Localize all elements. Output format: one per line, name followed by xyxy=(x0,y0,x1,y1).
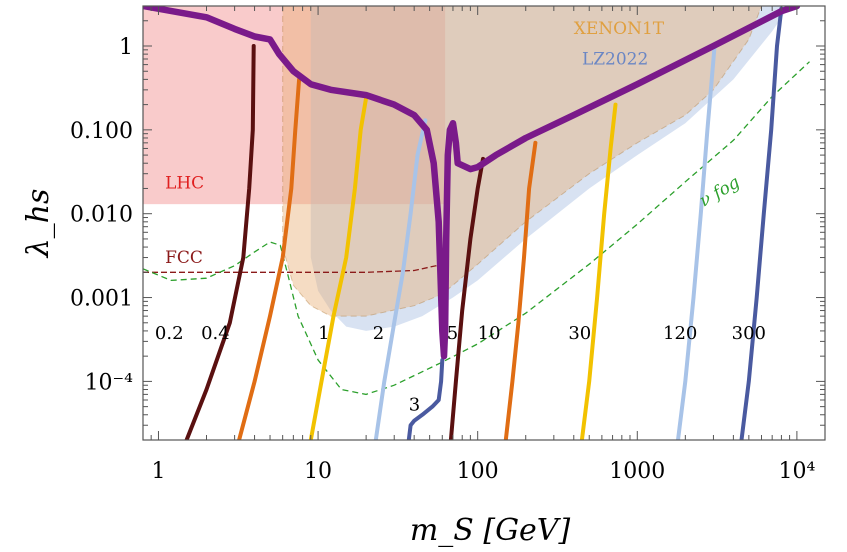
relic-density-curve xyxy=(143,6,801,360)
mass-curve-300 xyxy=(739,6,784,440)
mass-curve-0-2 xyxy=(184,44,256,440)
y-tick-label: 0.010 xyxy=(70,203,133,228)
y-tick-label: 0.001 xyxy=(70,287,133,312)
annotation-fcc: FCC xyxy=(165,248,203,268)
x-axis-title: m_S [GeV] xyxy=(410,513,571,548)
annotation-3: 3 xyxy=(409,394,420,415)
nu-fog-line xyxy=(143,61,810,396)
curves-layer xyxy=(143,6,810,440)
x-tick-label: 100 xyxy=(457,459,499,484)
annotation-xenon1t: XENON1T xyxy=(574,19,665,39)
y-tick-label: 1 xyxy=(119,35,133,60)
annotation-30: 30 xyxy=(568,323,591,344)
mass-curve-2 xyxy=(373,118,428,440)
mass-curve-5 xyxy=(448,156,485,440)
fcc-line xyxy=(143,251,446,273)
y-tick-label: 0.100 xyxy=(70,119,133,144)
mass-curve-30 xyxy=(579,102,618,440)
annotation-10: 10 xyxy=(478,323,501,344)
annotation-2: 2 xyxy=(373,323,384,344)
mass-curve-1 xyxy=(308,96,369,440)
mass-curve-0-4 xyxy=(237,77,302,440)
annotation-0-2: 0.2 xyxy=(155,323,184,344)
annotation-1: 1 xyxy=(318,323,329,344)
y-tick-label: 10⁻⁴ xyxy=(85,370,134,395)
plot-frame xyxy=(142,5,826,441)
region-lz2022 xyxy=(310,6,790,331)
annotation-0-4: 0.4 xyxy=(201,323,230,344)
mass-curve-10 xyxy=(503,140,538,440)
axis-ticks: 1 10 100 1000 10⁴ 1 0.100 0.010 0.001 10⁻⁴ xyxy=(70,5,825,484)
annotation-300: 300 xyxy=(732,323,766,344)
mass-curve-120 xyxy=(676,44,717,440)
x-tick-label: 10⁴ xyxy=(778,459,815,484)
annotation-lhc: LHC xyxy=(165,173,204,193)
y-axis-title: λ_hs xyxy=(21,189,56,259)
annotation-lz2022: LZ2022 xyxy=(582,50,648,70)
annotation-5: 5 xyxy=(447,323,458,344)
x-tick-label: 1000 xyxy=(609,459,665,484)
x-tick-label: 1 xyxy=(151,459,165,484)
mass-curve-3 xyxy=(406,358,445,440)
annotation-120: 120 xyxy=(663,323,697,344)
x-tick-label: 10 xyxy=(304,459,332,484)
